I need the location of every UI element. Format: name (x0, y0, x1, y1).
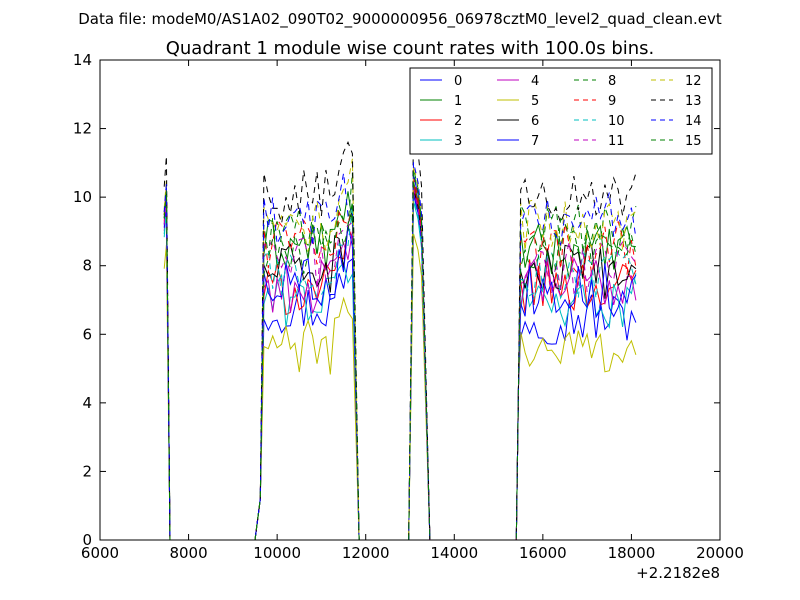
legend-label: 1 (454, 94, 462, 109)
series-line-1 (163, 181, 636, 541)
y-tick-label: 6 (82, 325, 92, 343)
x-tick-label: 14000 (430, 544, 478, 562)
x-tick-label: 16000 (519, 544, 567, 562)
series-line-6 (163, 188, 637, 541)
series-line-0 (163, 175, 637, 541)
x-tick-label: 10000 (253, 544, 301, 562)
y-tick-label: 12 (73, 120, 92, 138)
axis-ticks: 6000 8000 10000 12000 14000 16000 18000 20000 0 2… (73, 51, 744, 562)
legend-label: 14 (685, 114, 702, 129)
y-tick-label: 8 (82, 257, 92, 275)
y-tick-label: 10 (73, 188, 92, 206)
x-tick-label: 8000 (169, 544, 207, 562)
series-line-5 (163, 233, 637, 541)
legend-label: 8 (608, 74, 616, 89)
legend-label: 12 (685, 74, 702, 89)
x-tick-label: 18000 (608, 544, 656, 562)
x-offset-label: +2.2182e8 (636, 564, 720, 582)
series-line-11 (163, 188, 637, 541)
plot-frame (99, 59, 721, 541)
series-line-8 (163, 168, 637, 541)
legend-label: 15 (685, 134, 702, 149)
legend-label: 4 (531, 74, 539, 89)
legend-label: 11 (608, 134, 625, 149)
chart-title: Quadrant 1 module wise count rates with … (166, 38, 655, 59)
legend-label: 9 (608, 94, 616, 109)
legend-label: 13 (685, 94, 702, 109)
legend-label: 3 (454, 134, 462, 149)
legend-label: 0 (454, 74, 462, 89)
series-line-13 (163, 129, 637, 541)
series-line-2 (163, 184, 637, 541)
y-tick-label: 0 (82, 531, 92, 549)
series-line-14 (163, 162, 637, 541)
x-tick-label: 6000 (81, 544, 119, 562)
figure-suptitle: Data file: modeM0/AS1A02_090T02_90000009… (78, 10, 722, 29)
series-line-9 (163, 178, 637, 541)
legend-label: 7 (531, 134, 539, 149)
legend-label: 10 (608, 114, 625, 129)
y-tick-label: 2 (82, 462, 92, 480)
legend-label: 5 (531, 94, 539, 109)
series-line-3 (163, 201, 637, 541)
legend-label: 2 (454, 114, 462, 129)
y-tick-label: 14 (73, 51, 92, 69)
series-line-15 (163, 171, 637, 541)
plot-lines (163, 129, 637, 541)
legend-label: 6 (531, 114, 539, 129)
series-line-12 (163, 158, 637, 541)
x-tick-label: 12000 (342, 544, 390, 562)
y-tick-label: 4 (82, 394, 92, 412)
series-line-4 (163, 191, 637, 541)
series-line-10 (163, 197, 637, 541)
x-tick-label: 20000 (696, 544, 744, 562)
